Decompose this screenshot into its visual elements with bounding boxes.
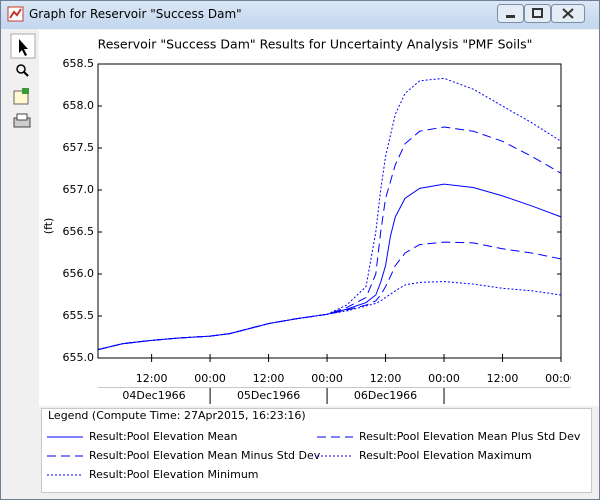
- legend-label: Result:Pool Elevation Maximum: [359, 449, 532, 462]
- legend-label: Result:Pool Elevation Mean Plus Std Dev: [359, 430, 581, 443]
- maximize-icon: [532, 8, 543, 18]
- minimize-button[interactable]: [497, 4, 524, 23]
- properties-tool[interactable]: [13, 90, 29, 105]
- x-tick-label: 00:00: [311, 372, 343, 385]
- maximize-button[interactable]: [524, 4, 551, 23]
- properties-badge: [22, 88, 29, 94]
- x-tick-label: 12:00: [370, 372, 402, 385]
- y-axis-label: (ft): [42, 218, 55, 235]
- x-tick-label: 00:00: [428, 372, 460, 385]
- day-label: 06Dec1966: [354, 389, 417, 402]
- title-bar: Graph for Reservoir "Success Dam": [1, 1, 599, 29]
- x-tick-label: 00:00: [194, 372, 226, 385]
- y-tick-label: 658.5: [63, 57, 95, 70]
- plot-area: [97, 63, 562, 359]
- y-tick-label: 655.5: [63, 309, 95, 322]
- close-icon: [562, 8, 574, 19]
- x-tick-label: 12:00: [253, 372, 285, 385]
- y-tick-label: 656.5: [63, 225, 95, 238]
- print-paper: [16, 113, 28, 121]
- y-tick-label: 656.0: [63, 267, 95, 280]
- day-label: 05Dec1966: [237, 389, 300, 402]
- legend-box: [41, 408, 592, 493]
- legend-title: Legend (Compute Time: 27Apr2015, 16:23:1…: [48, 409, 306, 422]
- y-tick-label: 657.5: [63, 141, 95, 154]
- chart-title: Reservoir "Success Dam" Results for Unce…: [98, 37, 533, 52]
- series-line: [97, 241, 562, 351]
- zoom-handle: [23, 71, 29, 77]
- y-tick-label: 658.0: [63, 99, 95, 112]
- legend-label: Result:Pool Elevation Mean Minus Std Dev: [89, 449, 321, 462]
- day-label: 04Dec1966: [122, 389, 185, 402]
- x-tick-label: 00:00: [545, 372, 577, 385]
- zoom-tool[interactable]: [16, 64, 26, 74]
- window-buttons[interactable]: [497, 4, 585, 24]
- minimize-icon: [506, 15, 515, 18]
- app-icon: [7, 6, 24, 22]
- window-title: Graph for Reservoir "Success Dam": [29, 7, 242, 21]
- toolbar: [10, 33, 36, 128]
- pointer-icon: [19, 39, 28, 56]
- chart: Reservoir "Success Dam" Results for Unce…: [39, 30, 599, 493]
- x-axis: 12:00 00:00 12:00 00:00 12:00 00:00 12:00 00:00…: [98, 358, 577, 404]
- x-tick-label: 12:00: [136, 372, 168, 385]
- y-tick-label: 655.0: [63, 351, 95, 364]
- series-line: [97, 126, 562, 351]
- legend-label: Result:Pool Elevation Mean: [89, 430, 238, 443]
- x-tick-label: 12:00: [487, 372, 519, 385]
- series-line: [97, 281, 562, 351]
- y-tick-label: 657.0: [63, 183, 95, 196]
- legend-label: Result:Pool Elevation Minimum: [89, 468, 259, 481]
